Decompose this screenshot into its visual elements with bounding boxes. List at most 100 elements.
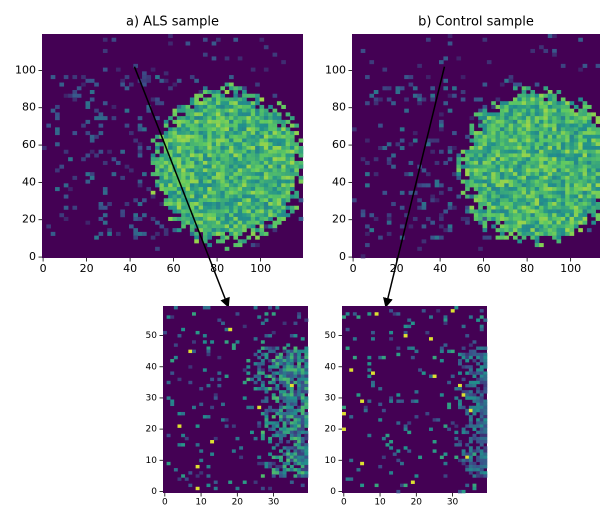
heatmap-cell: [268, 334, 272, 337]
heatmap-cell: [225, 172, 230, 176]
heatmap-cell: [125, 109, 130, 113]
heatmap-cell: [159, 176, 164, 180]
heatmap-cell: [225, 124, 230, 128]
heatmap-cell: [194, 79, 199, 83]
heatmap-cell: [480, 421, 484, 424]
heatmap-cell: [199, 213, 204, 217]
heatmap-cell: [90, 90, 95, 94]
heatmap-cell: [365, 232, 370, 236]
heatmap-cell: [596, 131, 600, 135]
heatmap-cell: [279, 431, 283, 434]
heatmap-cell: [596, 176, 600, 180]
heatmap-cell: [212, 176, 217, 180]
heatmap-cell: [203, 146, 208, 150]
heatmap-cell: [186, 142, 191, 146]
heatmap-cell: [281, 146, 286, 150]
heatmap-cell: [103, 68, 108, 72]
heatmap-cell: [552, 135, 557, 139]
heatmap-cell: [587, 195, 592, 199]
heatmap-cell: [273, 168, 278, 172]
heatmap-cell: [535, 198, 540, 202]
heatmap-cell: [254, 353, 258, 356]
heatmap-cell: [517, 191, 522, 195]
heatmap-cell: [496, 124, 501, 128]
heatmap-cell: [552, 224, 557, 228]
heatmap-cell: [199, 209, 204, 213]
heatmap-cell: [290, 150, 295, 154]
heatmap-cell: [465, 431, 469, 434]
heatmap-cell: [451, 309, 455, 312]
heatmap-cell: [220, 97, 225, 101]
heatmap-cell: [365, 243, 370, 247]
heatmap-cell: [228, 328, 232, 331]
heatmap-cell: [297, 456, 301, 459]
heatmap-cell: [112, 116, 117, 120]
heatmap-cell: [194, 187, 199, 191]
heatmap-cell: [225, 195, 230, 199]
heatmap-cell: [478, 172, 483, 176]
heatmap-cell: [596, 157, 600, 161]
heatmap-cell: [548, 34, 553, 38]
heatmap-cell: [496, 150, 501, 154]
heatmap-cell: [378, 418, 382, 421]
heatmap-cell: [229, 191, 234, 195]
heatmap-cell: [192, 350, 196, 353]
heatmap-cell: [561, 112, 566, 116]
heatmap-cell: [273, 116, 278, 120]
heatmap-cell: [574, 191, 579, 195]
heatmap-cell: [552, 232, 557, 236]
heatmap-cell: [301, 431, 305, 434]
heatmap-cell: [188, 471, 192, 474]
heatmap-cell: [250, 431, 254, 434]
heatmap-cell: [255, 131, 260, 135]
heatmap-cell: [561, 168, 566, 172]
heatmap-cell: [578, 131, 583, 135]
heatmap-cell: [194, 153, 199, 157]
heatmap-cell: [260, 191, 265, 195]
heatmap-cell: [570, 101, 575, 105]
heatmap-cell: [167, 381, 171, 384]
heatmap-cell: [138, 142, 143, 146]
heatmap-cell: [265, 334, 269, 337]
heatmap-cell: [181, 172, 186, 176]
heatmap-cell: [491, 139, 496, 143]
heatmap-cell: [242, 180, 247, 184]
heatmap-cell: [177, 157, 182, 161]
heatmap-cell: [301, 381, 305, 384]
heatmap-cell: [369, 60, 374, 64]
heatmap-cell: [476, 371, 480, 374]
heatmap-cell: [496, 228, 501, 232]
heatmap-cell: [570, 139, 575, 143]
heatmap-cell: [164, 228, 169, 232]
heatmap-cell: [290, 378, 294, 381]
heatmap-cell: [170, 359, 174, 362]
heatmap-cell: [251, 195, 256, 199]
heatmap-cell: [396, 312, 400, 315]
heatmap-cell: [469, 183, 474, 187]
heatmap-cell: [246, 371, 250, 374]
heatmap-cell: [565, 202, 570, 206]
heatmap-cell: [268, 209, 273, 213]
heatmap-cell: [159, 180, 164, 184]
heatmap-cell: [238, 213, 243, 217]
heatmap-cell: [283, 396, 287, 399]
heatmap-cell: [290, 400, 294, 403]
heatmap-cell: [229, 75, 234, 79]
heatmap-cell: [504, 165, 509, 169]
heatmap-cell: [177, 191, 182, 195]
heatmap-cell: [561, 165, 566, 169]
heatmap-cell: [181, 127, 186, 131]
heatmap-cell: [159, 142, 164, 146]
heatmap-cell: [474, 131, 479, 135]
heatmap-cell: [207, 213, 212, 217]
heatmap-cell: [255, 209, 260, 213]
heatmap-cell: [281, 105, 286, 109]
heatmap-cell: [443, 79, 448, 83]
heatmap-cell: [565, 209, 570, 213]
heatmap-cell: [138, 153, 143, 157]
heatmap-cell: [504, 206, 509, 210]
heatmap-cell: [526, 228, 531, 232]
heatmap-cell: [513, 198, 518, 202]
heatmap-cell: [473, 437, 477, 440]
heatmap-cell: [530, 183, 535, 187]
